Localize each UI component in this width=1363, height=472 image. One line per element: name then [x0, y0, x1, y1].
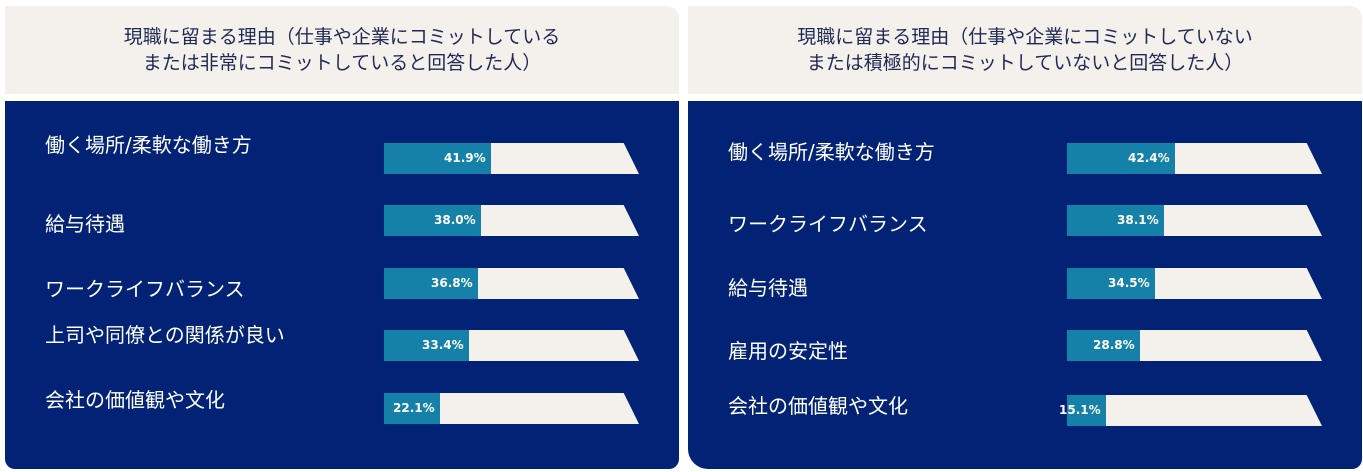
chart-title: 現職に留まる理由（仕事や企業にコミットしている または非常にコミットしていると回…	[5, 6, 679, 94]
chart-body: 働く場所/柔軟な働き方 42.4% ワークライフバランス 38.1% 給与待遇 34.5%…	[688, 101, 1362, 469]
data-label: 38.1%	[1117, 213, 1159, 227]
bar-track	[1067, 143, 1322, 174]
bar	[1067, 205, 1164, 236]
bar	[384, 330, 469, 361]
chart-panel-right: 現職に留まる理由（仕事や企業にコミットしていない または積極的にコミットしていな…	[688, 6, 1362, 469]
data-label: 41.9%	[444, 151, 486, 165]
category-label: 上司や同僚との関係が良い	[45, 323, 285, 347]
data-label: 42.4%	[1128, 151, 1170, 165]
data-label: 22.1%	[393, 401, 435, 415]
data-label: 33.4%	[422, 338, 464, 352]
category-label: 給与待遇	[728, 276, 808, 300]
category-label: 働く場所/柔軟な働き方	[728, 140, 935, 164]
data-label: 36.8%	[431, 276, 473, 290]
bar-track	[1067, 330, 1322, 361]
bar-track	[1067, 205, 1322, 236]
bar-track	[1067, 395, 1322, 426]
bar	[1067, 395, 1106, 426]
chart-title: 現職に留まる理由（仕事や企業にコミットしていない または積極的にコミットしていな…	[688, 6, 1362, 94]
chart-title-line: または積極的にコミットしていないと回答した人）	[806, 52, 1244, 74]
bar	[1067, 330, 1140, 361]
bar-track	[384, 268, 639, 299]
data-label: 28.8%	[1093, 338, 1135, 352]
bar-track	[384, 143, 639, 174]
chart-title-line: 現職に留まる理由（仕事や企業にコミットしている	[123, 26, 561, 48]
category-label: 雇用の安定性	[728, 339, 848, 363]
bar-track	[384, 393, 639, 424]
category-label: 給与待遇	[45, 212, 125, 236]
bar-track	[384, 205, 639, 236]
bar-track	[1067, 268, 1322, 299]
data-label: 15.1%	[1059, 403, 1101, 417]
bar	[384, 268, 478, 299]
chart-title-line: 現職に留まる理由（仕事や企業にコミットしていない	[797, 26, 1253, 48]
category-label: ワークライフバランス	[45, 277, 245, 301]
data-label: 34.5%	[1108, 276, 1150, 290]
chart-body: 働く場所/柔軟な働き方 41.9% 給与待遇 38.0% ワークライフバランス 36.8%…	[5, 101, 679, 469]
data-label: 38.0%	[434, 213, 476, 227]
category-label: 会社の価値観や文化	[45, 388, 225, 412]
category-label: 働く場所/柔軟な働き方	[45, 133, 252, 157]
bar	[1067, 143, 1175, 174]
chart-title-line: または非常にコミットしていると回答した人）	[142, 52, 542, 74]
category-label: ワークライフバランス	[728, 212, 928, 236]
category-label: 会社の価値観や文化	[728, 394, 908, 418]
bar-track	[384, 330, 639, 361]
bar	[384, 205, 481, 236]
bar	[384, 143, 491, 174]
bar	[384, 393, 440, 424]
bar	[1067, 268, 1155, 299]
chart-panel-left: 現職に留まる理由（仕事や企業にコミットしている または非常にコミットしていると回…	[5, 6, 679, 469]
